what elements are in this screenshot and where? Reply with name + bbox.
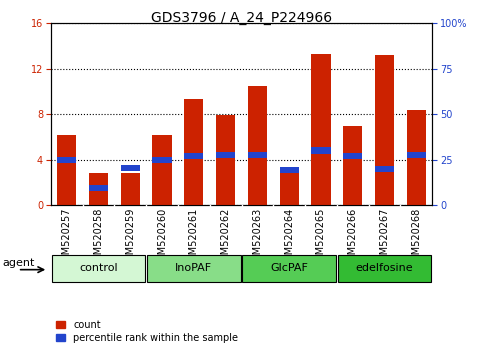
Text: GSM520264: GSM520264 (284, 208, 294, 267)
Bar (407, 110, 426, 205)
Bar (375, 55, 394, 205)
Bar (153, 156, 171, 163)
Text: GlcPAF: GlcPAF (270, 263, 308, 273)
Bar (312, 147, 330, 154)
Text: GSM520258: GSM520258 (93, 208, 103, 267)
Text: GSM520263: GSM520263 (253, 208, 262, 267)
FancyBboxPatch shape (147, 255, 241, 282)
Bar (375, 166, 394, 172)
Text: GDS3796 / A_24_P224966: GDS3796 / A_24_P224966 (151, 11, 332, 25)
Bar (89, 185, 108, 192)
Text: edelfosine: edelfosine (356, 263, 413, 273)
Text: control: control (79, 263, 118, 273)
Bar (343, 126, 362, 205)
Bar (343, 153, 362, 159)
Text: GSM520259: GSM520259 (125, 208, 135, 267)
Bar (185, 153, 203, 159)
Text: GSM520261: GSM520261 (189, 208, 199, 267)
Text: GSM520267: GSM520267 (380, 208, 390, 267)
Bar (57, 135, 76, 205)
Bar (185, 99, 203, 205)
FancyBboxPatch shape (242, 255, 336, 282)
Bar (248, 152, 267, 158)
Legend: count, percentile rank within the sample: count, percentile rank within the sample (56, 320, 238, 343)
Text: GSM520268: GSM520268 (412, 208, 421, 267)
Bar (216, 115, 235, 205)
Bar (121, 165, 140, 171)
Bar (216, 152, 235, 158)
Text: agent: agent (2, 258, 35, 268)
Text: GSM520265: GSM520265 (316, 208, 326, 267)
Bar (280, 167, 299, 173)
Bar (407, 152, 426, 158)
Text: InoPAF: InoPAF (175, 263, 213, 273)
Bar (57, 156, 76, 163)
Text: GSM520260: GSM520260 (157, 208, 167, 267)
Text: GSM520262: GSM520262 (221, 208, 230, 267)
Bar (153, 135, 171, 205)
Bar (121, 173, 140, 205)
Bar (280, 168, 298, 205)
Text: GSM520266: GSM520266 (348, 208, 358, 267)
FancyBboxPatch shape (338, 255, 431, 282)
Bar (248, 86, 267, 205)
Bar (89, 173, 108, 205)
FancyBboxPatch shape (52, 255, 145, 282)
Text: GSM520257: GSM520257 (62, 208, 71, 267)
Bar (312, 54, 330, 205)
